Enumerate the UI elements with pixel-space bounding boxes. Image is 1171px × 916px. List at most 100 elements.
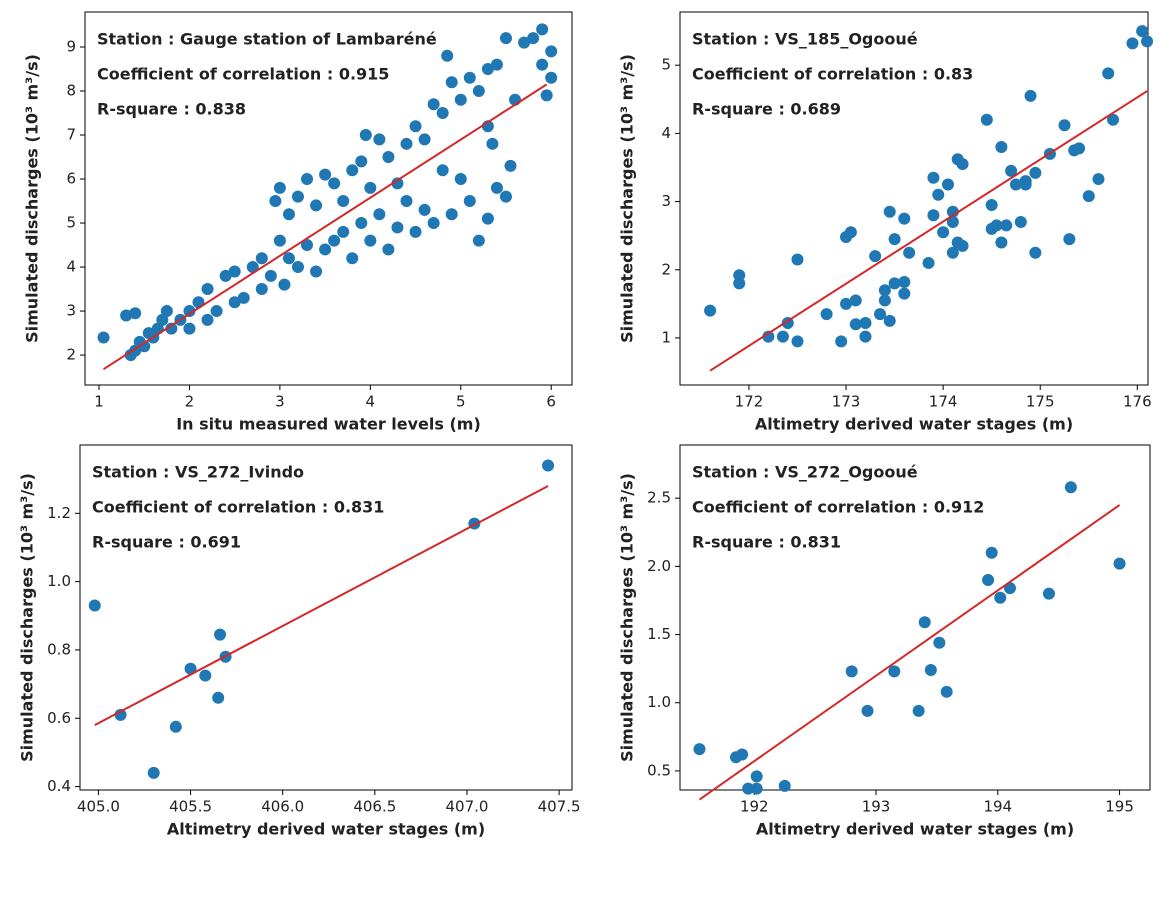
scatter-point (874, 308, 887, 321)
x-tick-label: 6 (546, 393, 556, 411)
y-tick-label: 0.5 (647, 761, 671, 779)
y-tick-label: 2 (66, 346, 76, 364)
scatter-point (282, 208, 295, 221)
scatter-point (883, 314, 896, 327)
x-tick-label: 1 (94, 393, 104, 411)
scatter-point (1141, 35, 1154, 48)
y-axis-label: Simulated discharges (10³ m³/s) (618, 54, 637, 343)
scatter-point (820, 308, 833, 321)
scatter-point (946, 246, 959, 259)
y-tick-label: 8 (66, 82, 76, 100)
scatter-point (328, 234, 341, 247)
scatter-point (201, 283, 214, 296)
scatter-point (301, 239, 314, 252)
scatter-point (214, 628, 227, 641)
scatter-point (409, 120, 422, 133)
scatter-point (927, 209, 940, 222)
scatter-point (210, 305, 223, 318)
scatter-point (291, 190, 304, 203)
annotation: Coefficient of correlation : 0.912 (692, 498, 984, 517)
scatter-point (391, 221, 404, 234)
scatter-point (359, 129, 372, 142)
x-tick-label: 406.0 (261, 798, 304, 816)
y-tick-label: 1.5 (647, 625, 671, 643)
scatter-point (791, 335, 804, 348)
scatter-point (310, 265, 323, 278)
scatter-point (742, 782, 755, 795)
scatter-point (282, 252, 295, 265)
scatter-point (835, 335, 848, 348)
x-tick-label: 172 (735, 393, 764, 411)
scatter-point (490, 181, 503, 194)
y-tick-label: 2 (661, 260, 671, 278)
scatter-point (733, 269, 746, 282)
x-axis-label: In situ measured water levels (m) (176, 415, 481, 434)
scatter-point (120, 309, 133, 322)
annotation: R-square : 0.689 (692, 100, 841, 119)
scatter-point (1126, 37, 1139, 50)
scatter-point (990, 219, 1003, 232)
scatter-point (898, 276, 911, 289)
scatter-point (301, 173, 314, 186)
scatter-point (436, 164, 449, 177)
scatter-point (888, 665, 901, 678)
scatter-point (527, 32, 540, 45)
scatter-point (545, 71, 558, 84)
scatter-point (373, 133, 386, 146)
plot-frame (679, 11, 1149, 386)
scatter-point (778, 779, 791, 792)
x-axis-label: Altimetry derived water stages (m) (756, 820, 1074, 839)
scatter-point (291, 261, 304, 274)
scatter-point (169, 720, 182, 733)
scatter-point (845, 665, 858, 678)
annotation: Coefficient of correlation : 0.915 (97, 65, 389, 84)
x-tick-label: 173 (832, 393, 861, 411)
scatter-point (160, 305, 173, 318)
scatter-point (918, 616, 931, 629)
x-axis-label: Altimetry derived water stages (m) (167, 820, 485, 839)
scatter-point (129, 307, 142, 320)
scatter-point (980, 113, 993, 126)
scatter-point (212, 691, 225, 704)
scatter-point (228, 265, 241, 278)
scatter-point (472, 234, 485, 247)
fit-line (102, 83, 548, 370)
scatter-point (1058, 119, 1071, 132)
scatter-point (840, 297, 853, 310)
annotation: Station : VS_272_Ivindo (92, 463, 304, 482)
annotation: Station : VS_185_Ogooué (692, 30, 918, 49)
annotation: Station : Gauge station of Lambaréné (97, 30, 437, 49)
scatter-point (1029, 166, 1042, 179)
scatter-point (1073, 142, 1086, 155)
y-tick-label: 0.6 (47, 709, 71, 727)
scatter-point (791, 253, 804, 266)
scatter-point (844, 226, 857, 239)
x-tick-label: 3 (275, 393, 285, 411)
scatter-point (898, 287, 911, 300)
scatter-point (982, 574, 995, 586)
scatter-point (1014, 216, 1027, 229)
y-tick-label: 1 (661, 328, 671, 346)
scatter-point (183, 322, 196, 335)
scatter-point (922, 256, 935, 269)
y-tick-label: 3 (66, 302, 76, 320)
scatter-point (165, 322, 178, 335)
scatter-point (540, 89, 553, 102)
scatter-point (1005, 164, 1018, 177)
scatter-point (219, 269, 232, 282)
scatter-point (427, 217, 440, 230)
scatter-point (499, 32, 512, 45)
scatter-point (1003, 582, 1016, 595)
scatter-point (869, 250, 882, 263)
scatter-point (97, 331, 110, 344)
y-tick-label: 2.0 (647, 557, 671, 575)
scatter-point (481, 62, 494, 75)
x-tick-label: 4 (366, 393, 376, 411)
y-tick-label: 9 (66, 37, 76, 55)
scatter-point (184, 662, 197, 675)
scatter-point (228, 296, 241, 309)
x-tick-label: 407.5 (538, 798, 581, 816)
y-tick-label: 1.0 (647, 693, 671, 711)
scatter-point (337, 195, 350, 208)
scatter-point (201, 313, 214, 326)
